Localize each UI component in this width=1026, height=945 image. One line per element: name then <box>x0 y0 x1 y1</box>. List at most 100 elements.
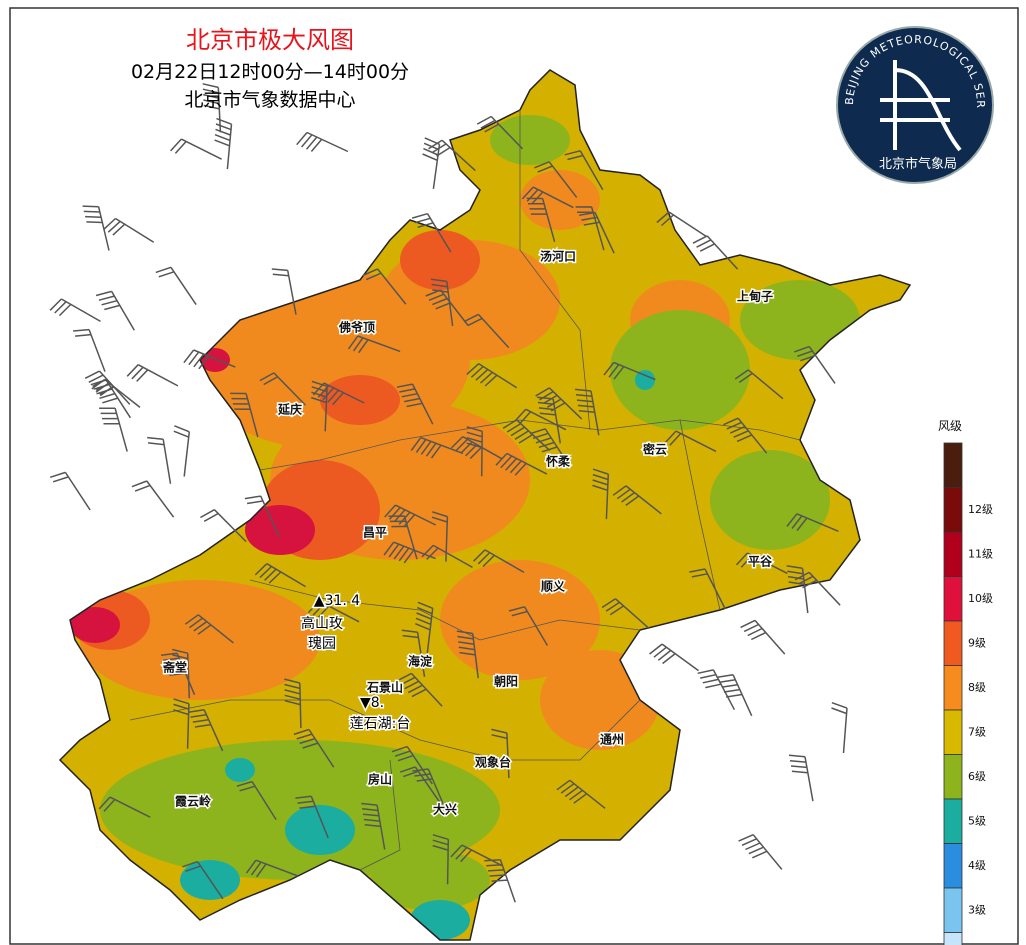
place-label: 昌平 <box>363 526 387 540</box>
wind-barb <box>431 511 449 562</box>
legend-swatch <box>943 798 963 844</box>
wind-barb <box>740 619 786 655</box>
wind-barb <box>415 601 434 654</box>
station-annotation: 莲石湖:台 <box>350 716 411 732</box>
wind-barb <box>612 485 662 515</box>
wind-barb <box>649 643 699 672</box>
wind-barb <box>310 380 328 432</box>
wind-barb <box>786 565 809 614</box>
wind-barb <box>271 268 297 315</box>
district-boundaries <box>129 110 801 871</box>
place-label: 斋堂 <box>162 660 187 675</box>
wind-barb <box>254 563 306 588</box>
wind-barb <box>422 137 441 190</box>
wind-barb <box>347 335 401 354</box>
station-annotation: 瑰园 <box>308 636 336 652</box>
legend-title: 风级 <box>938 419 962 433</box>
wind-barb <box>564 150 604 191</box>
wind-barb <box>170 138 222 160</box>
legend-label: 6级 <box>968 770 986 783</box>
wind-barb <box>738 834 783 870</box>
legend-swatch <box>943 932 963 945</box>
wind-barb <box>450 844 503 867</box>
wind-barb <box>575 206 605 251</box>
place-label: 汤河口 <box>540 249 576 264</box>
place-label: 顺义 <box>541 579 566 594</box>
place-label: 平谷 <box>748 554 773 569</box>
wind-barb <box>466 426 483 477</box>
place-label: 房山 <box>368 772 392 787</box>
wind-barb <box>244 495 280 538</box>
place-label: 上甸子 <box>737 289 773 304</box>
legend-label: 3级 <box>968 903 986 916</box>
wind-barb <box>259 372 306 406</box>
place-label: 通州 <box>600 732 624 747</box>
wind-barb <box>697 669 736 711</box>
wind-barb <box>412 768 447 811</box>
place-label: 朝阳 <box>494 674 518 689</box>
wind-barb <box>410 436 464 459</box>
wind-barb <box>183 349 236 370</box>
place-label: 霞云岭 <box>175 794 211 809</box>
wind-barb <box>601 598 650 630</box>
wind-barb <box>735 552 788 575</box>
wind-barb <box>428 139 476 172</box>
wind-barb <box>430 278 454 327</box>
wind-barb <box>173 425 191 477</box>
wind-barb <box>396 383 434 425</box>
station-annotation: ▼8. <box>360 695 384 711</box>
wind-barb <box>84 370 131 405</box>
wind-barb <box>664 430 717 453</box>
wind-barb <box>831 701 848 754</box>
wind-barb <box>214 117 233 170</box>
wind-barb <box>131 480 175 518</box>
wind-barb <box>391 745 433 785</box>
legend-label: 10级 <box>968 592 993 605</box>
wind-barb <box>182 860 224 900</box>
wind-barb <box>526 197 556 243</box>
wind-barb <box>463 313 510 349</box>
logo-name: 北京市气象局 <box>879 156 957 172</box>
wind-barb <box>535 387 583 420</box>
wind-barb <box>49 471 91 511</box>
wind-barb <box>362 268 407 305</box>
wind-barb <box>401 629 426 677</box>
place-label: 海淀 <box>408 654 433 669</box>
wind-barb <box>456 630 479 679</box>
legend-label: 9级 <box>968 636 986 649</box>
title: 北京市极大风图 <box>186 26 354 54</box>
wind-barb <box>173 698 190 749</box>
legend-label: 8级 <box>968 681 986 694</box>
place-label: 观象台 <box>475 755 511 770</box>
wind-barb <box>425 289 469 326</box>
legend-label: 4级 <box>968 859 986 872</box>
wind-barb <box>155 266 197 306</box>
wind-barb <box>556 779 606 809</box>
wind-barb <box>172 648 191 699</box>
wind-barb <box>502 419 551 451</box>
wind-barb <box>579 211 615 254</box>
wind-barb <box>734 369 784 400</box>
wind-barb <box>534 161 578 198</box>
wind-barb <box>692 235 739 270</box>
legend-swatch <box>943 665 963 711</box>
wind-barb <box>161 652 196 695</box>
wind-barb <box>396 672 443 707</box>
legend-swatch <box>943 887 963 933</box>
legend-label: 5级 <box>968 814 986 827</box>
legend-swatch <box>943 487 963 533</box>
subtitle: 02月22日12时00分—14时00分 <box>131 61 409 83</box>
wind-barbs <box>49 83 848 903</box>
wind-barb <box>200 509 247 543</box>
wind-barb <box>592 468 610 520</box>
wind-barb <box>411 212 452 253</box>
wind-barb <box>361 802 386 850</box>
legend-swatch <box>943 620 963 666</box>
wind-barb <box>788 754 814 802</box>
wind-barb <box>188 709 224 752</box>
wind-barb <box>293 728 335 768</box>
wind-barb <box>49 298 101 323</box>
wind-barb <box>537 396 562 444</box>
legend-swatch <box>943 531 963 577</box>
wind-barb <box>307 600 360 623</box>
